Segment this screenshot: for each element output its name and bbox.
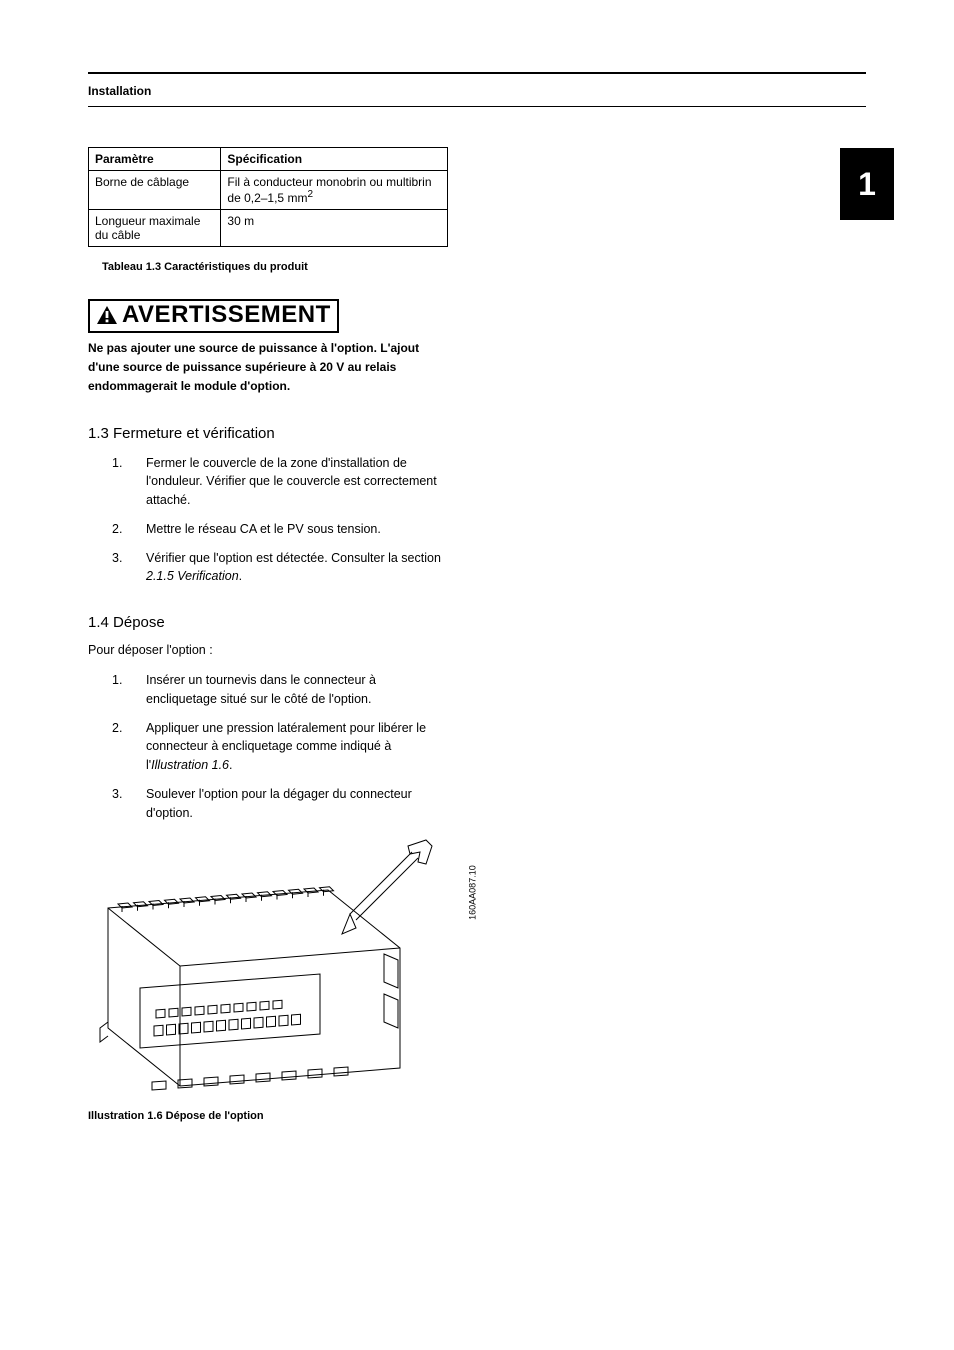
- table-cell: Borne de câblage: [89, 171, 221, 210]
- table-row: Borne de câblage Fil à conducteur monobr…: [89, 171, 448, 210]
- table-row: Longueur maximale du câble 30 m: [89, 210, 448, 247]
- chapter-tab: 1: [840, 148, 894, 220]
- figure-caption: Illustration 1.6 Dépose de l'option: [88, 1110, 468, 1122]
- list-1-3: 1.Fermer le couvercle de la zone d'insta…: [88, 454, 448, 587]
- table-header-cell: Paramètre: [89, 148, 221, 171]
- warning-text: Ne pas ajouter une source de puissance à…: [88, 339, 448, 397]
- figure-svg: [88, 838, 444, 1102]
- list-item: 2.Appliquer une pression latéralement po…: [112, 719, 448, 775]
- warning-banner: AVERTISSEMENT: [88, 299, 339, 333]
- content-column: Paramètre Spécification Borne de câblage…: [88, 147, 468, 1122]
- table-cell: Fil à conducteur monobrin ou multibrin d…: [221, 171, 448, 210]
- header-section-label: Installation: [88, 80, 866, 100]
- table-caption: Tableau 1.3 Caractéristiques du produit: [102, 261, 468, 273]
- list-item: 3.Vérifier que l'option est détectée. Co…: [112, 549, 448, 587]
- table-cell: Longueur maximale du câble: [89, 210, 221, 247]
- list-item: 3.Soulever l'option pour la dégager du c…: [112, 785, 448, 823]
- figure-1-6: 160AA087.10 Illustration 1.6 Dépose de l…: [88, 838, 468, 1122]
- list-item: 1.Fermer le couvercle de la zone d'insta…: [112, 454, 448, 510]
- figure-ref: 160AA087.10: [468, 866, 478, 921]
- table-cell: 30 m: [221, 210, 448, 247]
- section-heading-1-4: 1.4 Dépose: [88, 614, 468, 631]
- spec-table: Paramètre Spécification Borne de câblage…: [88, 147, 448, 247]
- table-header-cell: Spécification: [221, 148, 448, 171]
- warning-icon: [96, 305, 118, 325]
- table-header-row: Paramètre Spécification: [89, 148, 448, 171]
- warning-label: AVERTISSEMENT: [122, 301, 331, 329]
- list-item: 2.Mettre le réseau CA et le PV sous tens…: [112, 520, 448, 539]
- header-rule-top: [88, 72, 866, 74]
- header-rule-bottom: [88, 106, 866, 107]
- list-1-4: 1.Insérer un tournevis dans le connecteu…: [88, 671, 448, 822]
- list-item: 1.Insérer un tournevis dans le connecteu…: [112, 671, 448, 709]
- section-heading-1-3: 1.3 Fermeture et vérification: [88, 425, 468, 442]
- section-1-4-intro: Pour déposer l'option :: [88, 643, 468, 657]
